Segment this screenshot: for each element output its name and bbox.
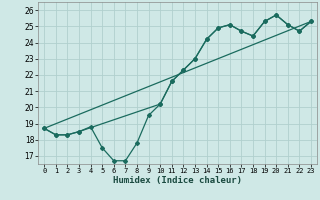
X-axis label: Humidex (Indice chaleur): Humidex (Indice chaleur) — [113, 176, 242, 185]
